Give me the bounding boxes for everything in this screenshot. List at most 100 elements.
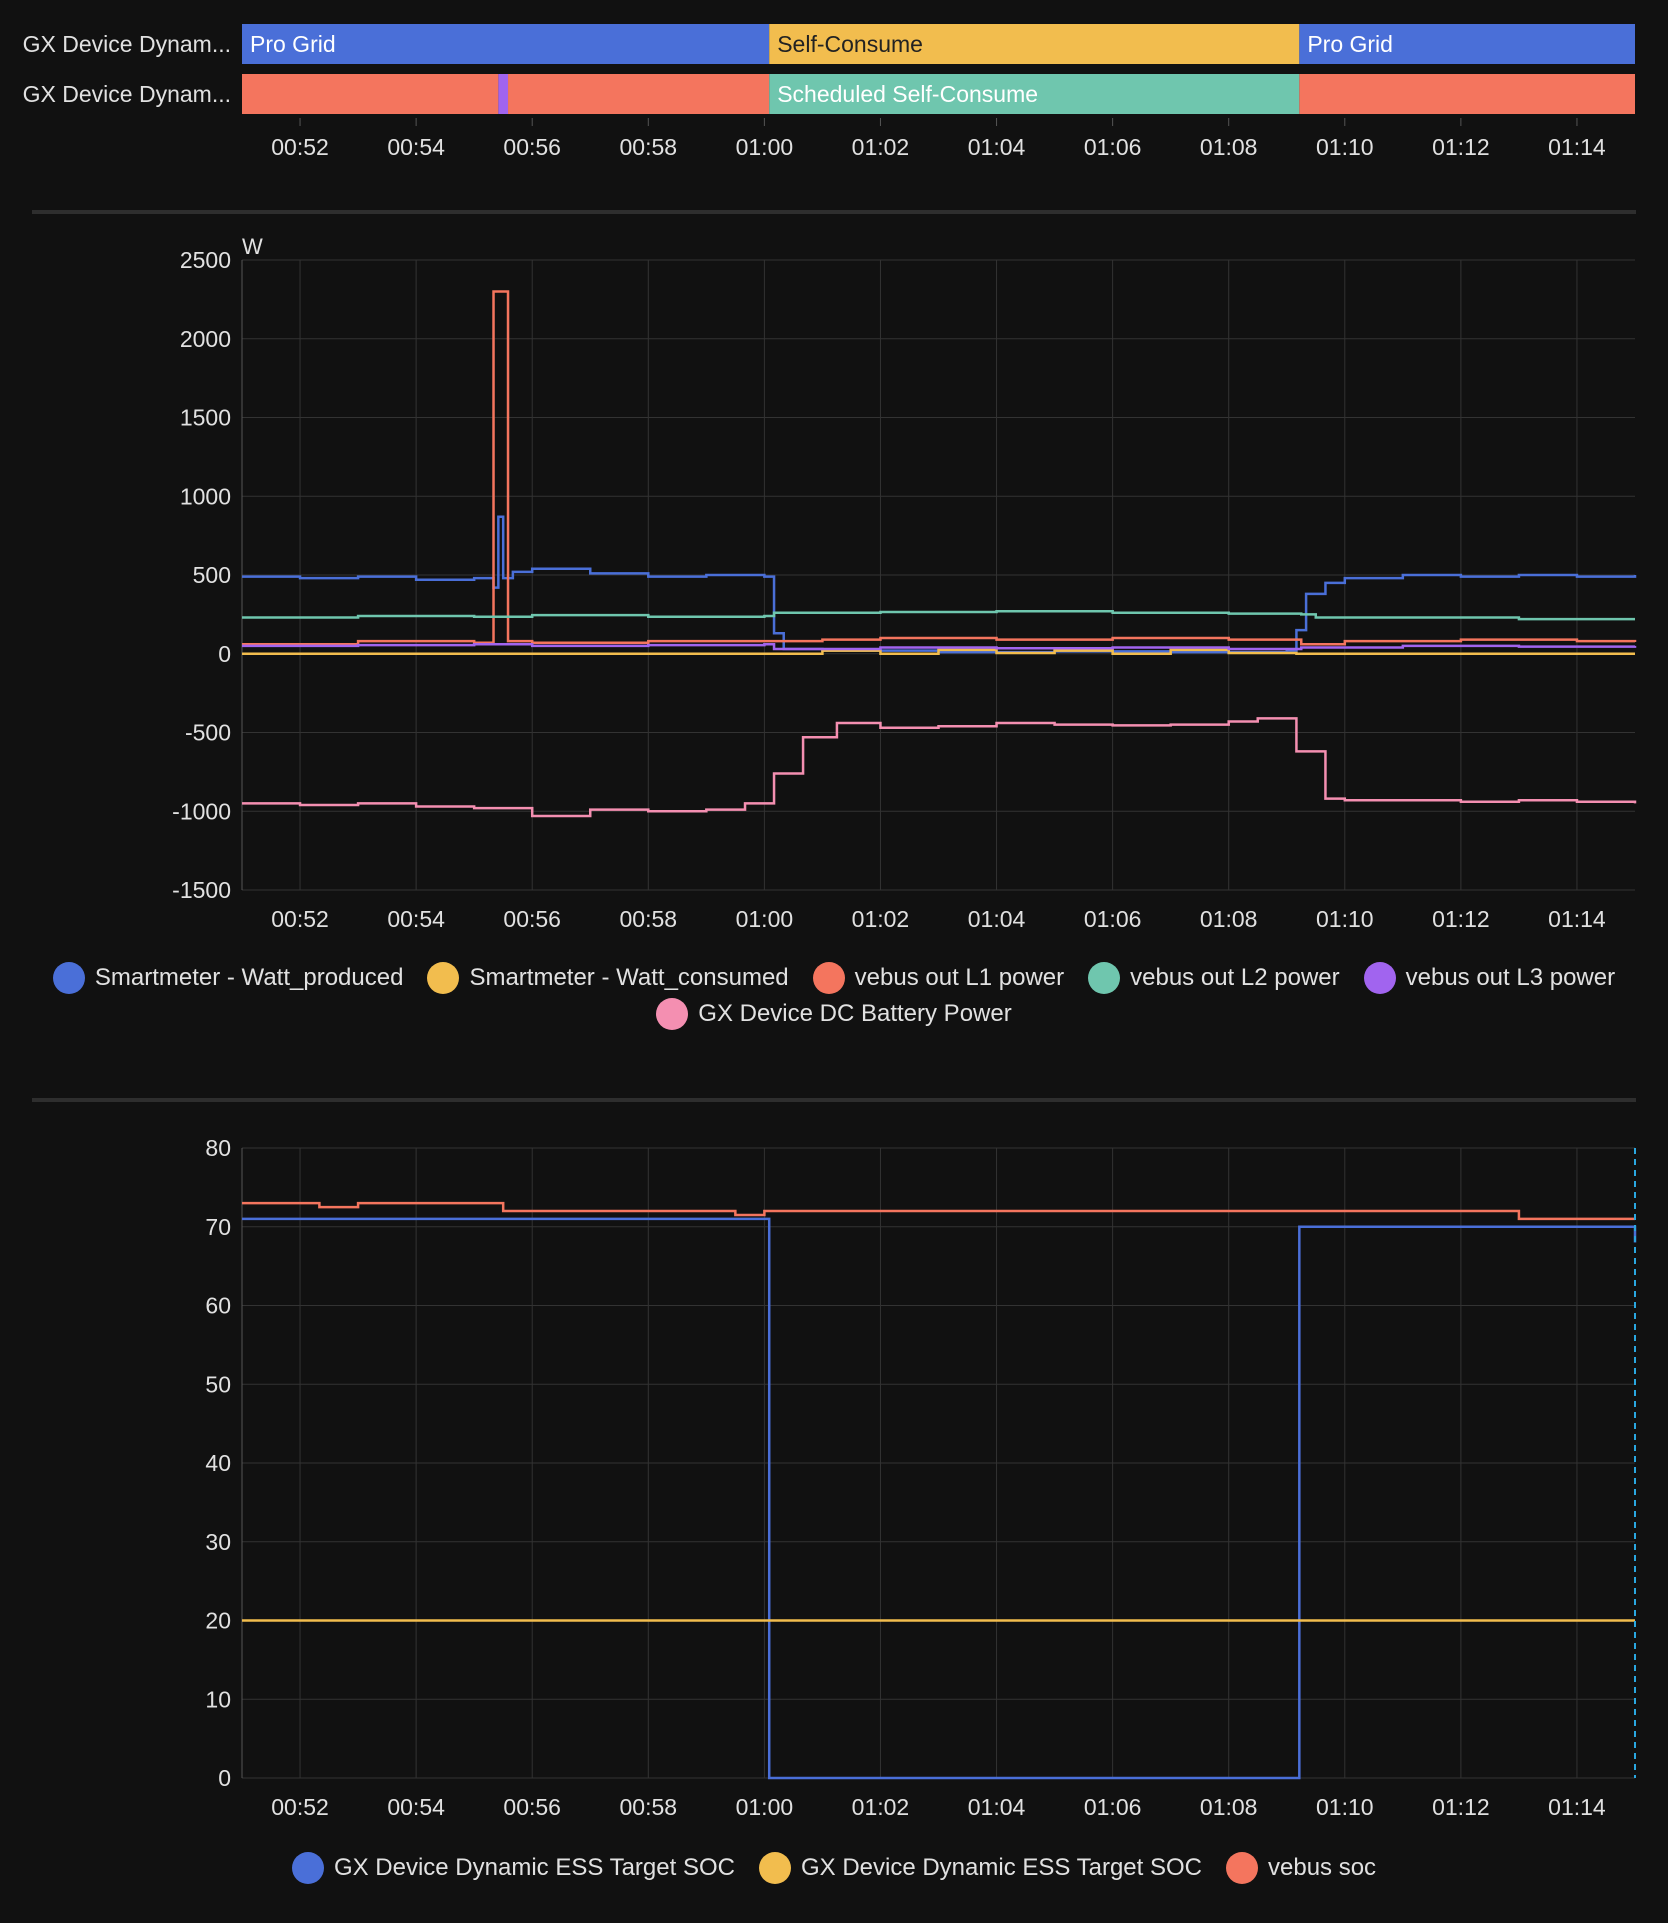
x-tick-label: 00:54 [387, 906, 445, 932]
x-tick-label: 01:14 [1548, 1794, 1606, 1820]
timeline-segment [1299, 74, 1635, 114]
series-line [242, 609, 1635, 621]
segment-label: Pro Grid [250, 31, 336, 57]
timeline-segment [242, 74, 499, 114]
divider-2 [32, 1098, 1636, 1102]
x-tick-label: 00:58 [620, 134, 678, 160]
y-tick-label: 70 [205, 1214, 231, 1240]
x-tick-label: 01:14 [1548, 134, 1606, 160]
legend-label: Smartmeter - Watt_produced [94, 964, 404, 991]
legend-item[interactable]: Smartmeter - Watt_consumed [427, 960, 789, 996]
legend-label: Smartmeter - Watt_consumed [469, 964, 789, 991]
timeline-segment [508, 74, 770, 114]
timeline-chart: GX Device Dynam... Pro Grid Self-Consume Pr… [23, 24, 1635, 160]
legend-swatch [52, 962, 85, 994]
y-tick-label: 30 [205, 1529, 231, 1555]
x-tick-label: 00:56 [503, 134, 561, 160]
segment-label: Scheduled Self-Consume [777, 81, 1038, 107]
x-tick-label: 01:12 [1432, 134, 1490, 160]
x-tick-label: 00:52 [271, 134, 329, 160]
y-tick-label: 2500 [180, 247, 231, 273]
y-tick-label: -1500 [172, 877, 231, 903]
legend-swatch [1363, 962, 1396, 994]
y-tick-label: 500 [193, 562, 231, 588]
x-tick-label: 01:14 [1548, 906, 1606, 932]
x-tick-label: 01:06 [1084, 1794, 1142, 1820]
row-label: GX Device Dynam... [23, 81, 231, 107]
y-tick-label: 1000 [180, 483, 231, 509]
x-tick-label: 01:08 [1200, 1794, 1258, 1820]
x-tick-label: 01:04 [968, 134, 1026, 160]
x-tick-label: 01:00 [736, 906, 794, 932]
x-tick-label: 01:12 [1432, 906, 1490, 932]
legend-item[interactable]: vebus out L3 power [1363, 960, 1615, 996]
soc-legend: GX Device Dynamic ESS Target SOC GX Devic… [0, 1850, 1668, 1886]
x-tick-label: 00:56 [503, 1794, 561, 1820]
legend-label: vebus soc [1268, 1854, 1377, 1881]
x-tick-label: 01:12 [1432, 1794, 1490, 1820]
y-tick-label: -1000 [172, 798, 231, 824]
x-tick-label: 00:52 [271, 1794, 329, 1820]
y-tick-label: 40 [205, 1450, 231, 1476]
x-tick-label: 00:54 [387, 134, 445, 160]
legend-swatch [427, 962, 460, 994]
timeline-segment [769, 74, 1300, 114]
series-line [242, 643, 1637, 651]
series-line [242, 1217, 1637, 1780]
power-legend: Smartmeter - Watt_produced Smartmeter - W… [0, 960, 1668, 1032]
legend-swatch [1088, 962, 1121, 994]
y-tick-label: 2000 [180, 326, 231, 352]
legend-swatch [291, 1852, 324, 1884]
power-chart: 2500 2000 1500 1000 500 0 -500 -1000 -1500 00:52 0… [172, 234, 1637, 932]
legend-label: vebus out L1 power [854, 964, 1065, 991]
row-label: GX Device Dynam... [23, 31, 231, 57]
y-tick-label: 80 [205, 1135, 231, 1161]
x-tick-label: 01:00 [736, 134, 794, 160]
series-line [242, 648, 1635, 655]
x-tick-label: 00:58 [620, 906, 678, 932]
legend-item[interactable]: GX Device DC Battery Power [656, 996, 1012, 1032]
x-tick-label: 01:10 [1316, 134, 1374, 160]
legend-item[interactable]: vebus out L2 power [1088, 960, 1340, 996]
timeline-segment [498, 74, 509, 114]
y-tick-label: 1500 [180, 405, 231, 431]
timeline-segment [1299, 24, 1635, 64]
y-tick-label: 60 [205, 1293, 231, 1319]
series-line [242, 1201, 1635, 1221]
unit-label: W [242, 234, 263, 259]
x-tick-label: 00:52 [271, 906, 329, 932]
series-line [242, 290, 1637, 646]
legend-item[interactable]: GX Device Dynamic ESS Target SOC [758, 1850, 1202, 1886]
legend-swatch [812, 962, 845, 994]
x-tick-label: 01:10 [1316, 906, 1374, 932]
x-tick-label: 00:56 [503, 906, 561, 932]
y-tick-label: 20 [205, 1608, 231, 1634]
x-tick-label: 01:10 [1316, 1794, 1374, 1820]
x-tick-label: 01:08 [1200, 134, 1258, 160]
legend-label: GX Device Dynamic ESS Target SOC [333, 1854, 735, 1881]
timeline-segment [242, 24, 770, 64]
legend-swatch [656, 998, 689, 1030]
x-tick-label: 01:02 [852, 1794, 910, 1820]
legend-item[interactable]: vebus out L1 power [812, 960, 1065, 996]
legend-item[interactable]: vebus soc [1226, 1850, 1376, 1886]
segment-label: Pro Grid [1307, 31, 1393, 57]
x-tick-label: 01:04 [968, 1794, 1026, 1820]
divider-1 [32, 210, 1636, 214]
y-tick-label: -500 [185, 720, 231, 746]
x-tick-label: 01:06 [1084, 134, 1142, 160]
y-tick-label: 0 [218, 1765, 231, 1791]
series-line [242, 717, 1637, 818]
timeline-segment [769, 24, 1300, 64]
legend-item[interactable]: GX Device Dynamic ESS Target SOC [291, 1850, 735, 1886]
segment-label: Self-Consume [777, 31, 923, 57]
x-tick-label: 00:54 [387, 1794, 445, 1820]
legend-swatch [758, 1852, 791, 1884]
legend-item[interactable]: Smartmeter - Watt_produced [52, 960, 404, 996]
x-tick-label: 01:02 [852, 906, 910, 932]
y-tick-label: 0 [218, 641, 231, 667]
y-tick-label: 50 [205, 1371, 231, 1397]
legend-label: GX Device DC Battery Power [698, 1000, 1012, 1027]
